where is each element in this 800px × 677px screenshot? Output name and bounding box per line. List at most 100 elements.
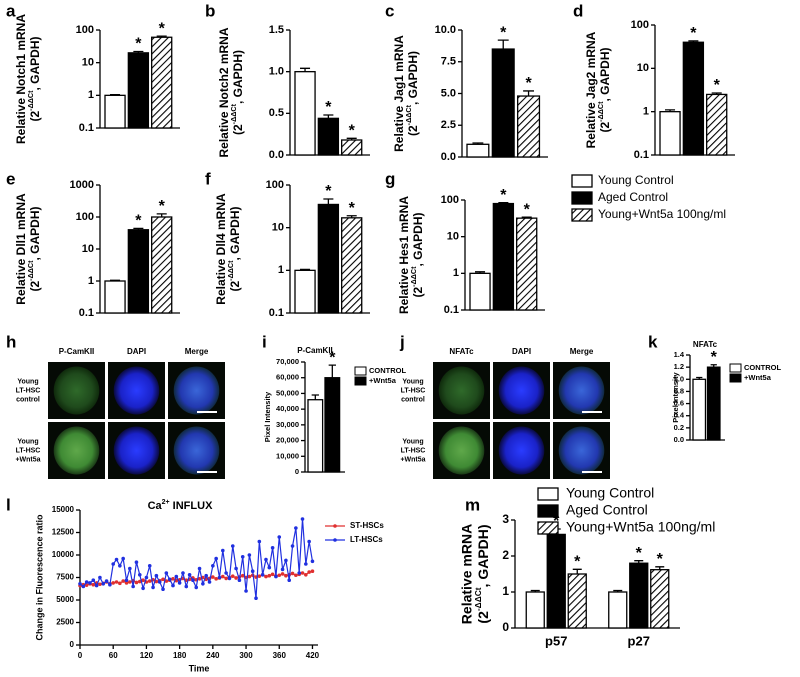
point [294, 526, 298, 530]
y-tick-label: 1.0 [674, 374, 684, 383]
point [277, 573, 282, 578]
y-label-unit-part: (2 [28, 110, 42, 121]
legend-label: Aged Control [566, 502, 648, 518]
significance: * [500, 187, 507, 204]
bar [650, 569, 670, 629]
legend-swatch [354, 366, 367, 376]
significance: * [657, 551, 664, 568]
y-tick-label: 0.0 [674, 435, 684, 444]
point [197, 566, 202, 571]
error-bar [110, 93, 121, 96]
error-bar [346, 137, 357, 140]
chart-title: NFATc [693, 340, 718, 349]
panel-letter: j [399, 332, 405, 351]
error-bar [498, 201, 509, 204]
row-label: +Wnt5a [15, 456, 40, 463]
error-bar [300, 67, 311, 72]
y-tick-label: 10 [637, 62, 649, 74]
point [300, 517, 305, 521]
point [250, 569, 255, 573]
point [217, 575, 222, 580]
panel-letter: i [262, 332, 267, 351]
y-tick-label: 0.8 [674, 386, 684, 395]
y-label-group: Relative Jag1 mRNA (2-ΔΔCt, GAPDH) [392, 35, 420, 152]
y-tick-label: 0.4 [674, 411, 685, 420]
point [154, 573, 159, 578]
point [264, 574, 268, 579]
point [257, 539, 262, 544]
y-tick-label: 10 [82, 57, 94, 69]
y-label-unit-part: -ΔΔCt [26, 260, 35, 281]
y-label-unit-part: -ΔΔCt [229, 103, 238, 124]
legend-swatch [571, 174, 593, 188]
y-tick-label: 1 [88, 275, 94, 287]
row-label: Young [402, 438, 423, 445]
y-tick-label: 0.2 [674, 423, 684, 432]
point [191, 578, 195, 582]
y-tick-label: 1 [502, 584, 509, 598]
cell [558, 426, 605, 475]
point [101, 582, 106, 586]
y-tick-label: 30,000 [276, 420, 299, 429]
point [297, 571, 301, 575]
point [147, 579, 152, 583]
y-label-unit: (2-ΔΔCt, GAPDH) [596, 48, 612, 133]
bar [466, 143, 490, 158]
y-tick-label: 0.1 [79, 122, 94, 134]
legend-swatch [729, 363, 742, 373]
y-tick-label: 1 [278, 264, 284, 276]
error-bar [530, 589, 540, 592]
point [84, 580, 89, 584]
y-tick-label: 0.5 [269, 107, 284, 119]
point [294, 573, 298, 578]
legend-label: Young Control [566, 485, 654, 501]
y-label: Relative Jag2 mRNA [584, 31, 598, 148]
y-label-unit: (2-ΔΔCt, GAPDH) [473, 524, 490, 623]
point [310, 569, 315, 573]
y-tick-label: 0.0 [441, 151, 456, 163]
point [161, 577, 165, 582]
y-label-unit-part: (2 [411, 286, 425, 297]
point [211, 564, 215, 568]
bar [151, 36, 173, 129]
point [184, 584, 189, 589]
y-label-group: Change in Fluorescence ratio [34, 514, 44, 641]
cell [438, 366, 485, 415]
y-tick-label: 15000 [52, 505, 75, 514]
legend-label: CONTROL [369, 366, 406, 375]
cell [498, 426, 545, 475]
bar [307, 399, 324, 473]
panel-letter: k [648, 332, 658, 351]
point [277, 535, 282, 539]
point [181, 571, 185, 575]
point [304, 562, 308, 566]
point [257, 574, 262, 578]
error-bar [475, 271, 486, 274]
point [114, 580, 119, 584]
point [94, 583, 99, 588]
point [84, 583, 89, 587]
significance: * [524, 201, 531, 218]
error-bar [133, 227, 144, 230]
y-label: Relative Dll1 mRNA [14, 193, 28, 305]
point [88, 581, 92, 585]
panel-letter: c [385, 1, 394, 20]
bar [567, 573, 587, 629]
point [147, 564, 152, 568]
point [230, 544, 235, 548]
y-tick-label: 0 [295, 467, 299, 476]
y-tick-label: 12500 [52, 528, 75, 537]
significance: * [349, 200, 356, 217]
y-tick-label: 7.5 [441, 56, 456, 68]
legend-label: +Wnt5a [744, 373, 772, 382]
point [237, 578, 242, 582]
point [98, 582, 102, 587]
y-label: Relative mRNA [459, 524, 475, 624]
point [137, 573, 142, 577]
panel-letter: m [465, 495, 480, 514]
point [171, 583, 175, 588]
x-tick-label: 420 [306, 651, 320, 660]
column-header: Merge [185, 347, 209, 356]
y-label-group: Relative Hes1 mRNA (2-ΔΔCt, GAPDH) [397, 196, 425, 314]
point [121, 579, 125, 583]
